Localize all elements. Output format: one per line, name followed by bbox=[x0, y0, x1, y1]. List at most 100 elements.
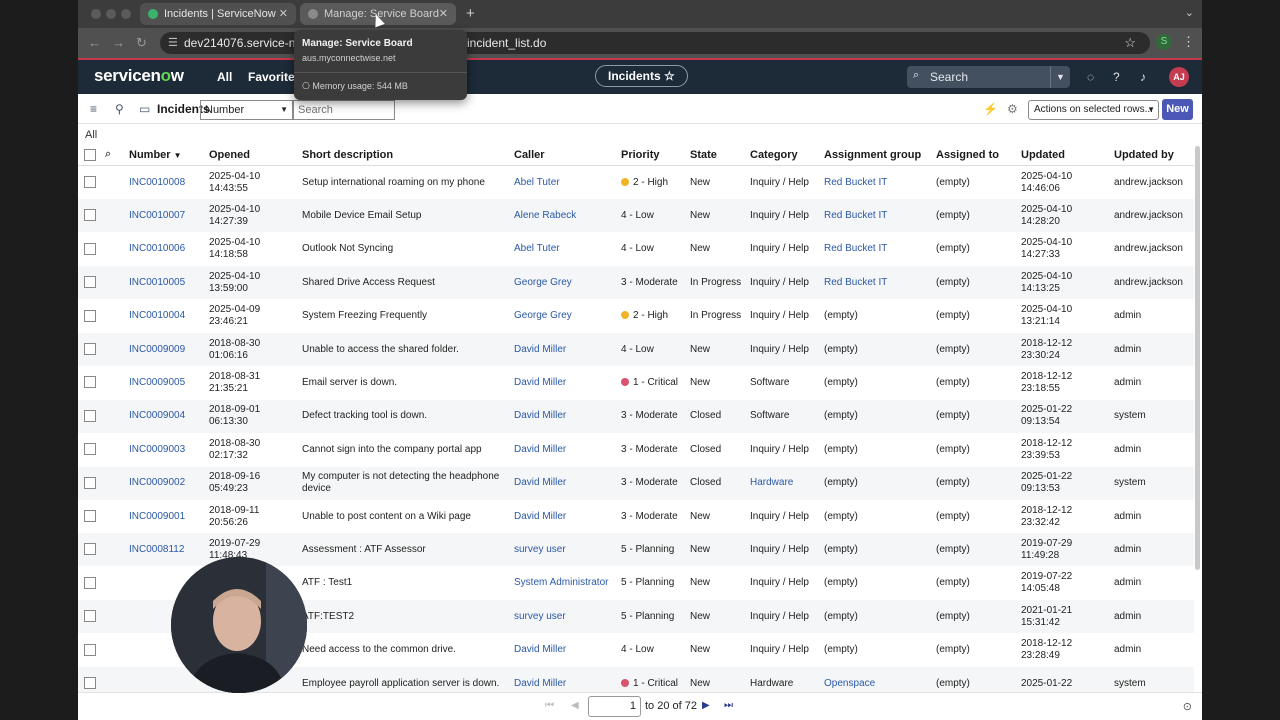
caller-link[interactable]: David Miller bbox=[514, 410, 567, 422]
bookmark-star-icon[interactable]: ☆ bbox=[1124, 35, 1136, 50]
nav-all-menu[interactable]: All bbox=[217, 70, 233, 84]
breadcrumb[interactable]: All bbox=[85, 129, 98, 141]
incident-number-link[interactable]: INC0010004 bbox=[129, 310, 186, 322]
table-row[interactable]: INC0010008 2025-04-10 14:43:55 Setup intern… bbox=[78, 166, 1194, 199]
row-checkbox[interactable] bbox=[84, 576, 96, 589]
table-row[interactable]: INC0010004 2025-04-09 23:46:21 System Freez… bbox=[78, 300, 1194, 333]
select-all-checkbox[interactable] bbox=[84, 149, 96, 161]
maximize-window-dot[interactable] bbox=[121, 9, 131, 19]
close-tab-icon[interactable]: ✕ bbox=[438, 8, 448, 20]
row-checkbox[interactable] bbox=[84, 443, 96, 456]
incident-number-link[interactable]: INC0009005 bbox=[129, 376, 186, 388]
list-help-icon[interactable]: ⊙ bbox=[1182, 701, 1192, 713]
caller-link[interactable]: David Miller bbox=[514, 510, 567, 522]
column-state[interactable]: State bbox=[690, 149, 717, 161]
assignment-group[interactable]: Openspace bbox=[824, 677, 876, 689]
global-search[interactable]: ⌕ Search ▼ bbox=[907, 66, 1070, 88]
assignment-group[interactable]: Red Bucket IT bbox=[824, 209, 888, 221]
table-row[interactable]: INC0008112 2019-07-29 11:48:43 Assessment :… bbox=[78, 533, 1194, 567]
minimize-window-dot[interactable] bbox=[106, 9, 116, 19]
incident-number-link[interactable]: INC0010008 bbox=[129, 176, 186, 188]
table-row[interactable]: INC0009009 2018-08-30 01:06:16 Unable to ac… bbox=[78, 333, 1194, 366]
caller-link[interactable]: survey user bbox=[514, 543, 566, 555]
table-row[interactable]: INC0009005 2018-08-31 21:35:21 Email server… bbox=[78, 366, 1194, 399]
site-settings-icon[interactable]: ☰ bbox=[168, 37, 178, 49]
caller-link[interactable]: George Grey bbox=[514, 310, 572, 322]
caller-link[interactable]: David Miller bbox=[514, 343, 567, 355]
table-row[interactable]: INC0009004 2018-09-01 06:13:30 Defect track… bbox=[78, 399, 1194, 433]
column-search-icon[interactable]: ⌕ bbox=[105, 148, 112, 160]
browser-menu-icon[interactable]: ⋮ bbox=[1182, 34, 1195, 49]
row-checkbox[interactable] bbox=[84, 543, 96, 556]
incident-number-link[interactable]: INC0009001 bbox=[129, 510, 186, 522]
incident-number-link[interactable]: INC0008112 bbox=[129, 543, 185, 555]
caller-link[interactable]: David Miller bbox=[514, 443, 567, 455]
context-title-pill[interactable]: Incidents ☆ bbox=[595, 65, 688, 87]
column-updated-by[interactable]: Updated by bbox=[1114, 149, 1174, 161]
help-icon[interactable]: ? bbox=[1113, 70, 1120, 84]
row-checkbox[interactable] bbox=[84, 276, 96, 289]
page-number-input[interactable]: 1 bbox=[588, 696, 641, 717]
column-opened[interactable]: Opened bbox=[209, 149, 250, 161]
tab-search-chevron-icon[interactable]: ⌄ bbox=[1184, 7, 1194, 19]
hamburger-menu-icon[interactable]: ≡ bbox=[90, 102, 98, 116]
incident-number-link[interactable]: INC0009004 bbox=[129, 410, 186, 422]
row-checkbox[interactable] bbox=[84, 376, 96, 389]
tab-service-board[interactable]: Manage: Service Board ✕ bbox=[300, 3, 456, 25]
column-category[interactable]: Category bbox=[750, 149, 798, 161]
previous-page-icon[interactable]: ◀ bbox=[571, 700, 579, 711]
assignment-group[interactable]: Red Bucket IT bbox=[824, 276, 888, 288]
assignment-group[interactable]: Red Bucket IT bbox=[824, 243, 888, 255]
row-checkbox[interactable] bbox=[84, 643, 96, 656]
assignment-group[interactable]: Red Bucket IT bbox=[824, 176, 888, 188]
table-row[interactable]: INC0009003 2018-08-30 02:17:32 Cannot sign … bbox=[78, 433, 1194, 466]
row-checkbox[interactable] bbox=[84, 176, 96, 188]
caller-link[interactable]: Abel Tuter bbox=[514, 243, 560, 255]
list-options-icon[interactable]: ▭ bbox=[139, 102, 151, 116]
incident-number-link[interactable]: INC0010005 bbox=[129, 276, 186, 288]
column-number[interactable]: Number ▼ bbox=[129, 149, 182, 161]
table-scrollbar[interactable] bbox=[1195, 146, 1200, 570]
category[interactable]: Hardware bbox=[750, 477, 794, 489]
incident-number-link[interactable]: INC0009003 bbox=[129, 443, 186, 455]
column-updated[interactable]: Updated bbox=[1021, 149, 1065, 161]
caller-link[interactable]: George Grey bbox=[514, 276, 572, 288]
row-checkbox[interactable] bbox=[84, 343, 96, 355]
incident-number-link[interactable]: INC0010007 bbox=[129, 209, 186, 221]
table-row[interactable]: INC0010005 2025-04-10 13:59:00 Shared Drive… bbox=[78, 266, 1194, 300]
incident-number-link[interactable]: INC0009009 bbox=[129, 343, 186, 355]
forward-arrow-icon[interactable]: → bbox=[112, 35, 125, 50]
incident-number-link[interactable]: INC0009002 bbox=[129, 477, 186, 489]
column-assignment-group[interactable]: Assignment group bbox=[824, 149, 922, 161]
row-checkbox[interactable] bbox=[84, 510, 96, 522]
caller-link[interactable]: survey user bbox=[514, 610, 566, 622]
new-tab-button[interactable]: + bbox=[466, 5, 475, 22]
nav-favorites-menu[interactable]: Favorites bbox=[248, 70, 302, 84]
incident-number-link[interactable]: INC0010006 bbox=[129, 243, 186, 255]
new-button[interactable]: New bbox=[1162, 99, 1193, 120]
settings-gear-icon[interactable]: ⚙ bbox=[1007, 102, 1018, 116]
table-row[interactable]: INC0009001 2018-09-11 20:56:26 Unable to po… bbox=[78, 500, 1194, 533]
caller-link[interactable]: Abel Tuter bbox=[514, 176, 560, 188]
row-checkbox[interactable] bbox=[84, 242, 96, 255]
caller-link[interactable]: David Miller bbox=[514, 677, 567, 689]
row-checkbox[interactable] bbox=[84, 476, 96, 489]
filter-icon[interactable]: ⚲ bbox=[115, 102, 124, 116]
user-avatar[interactable]: AJ bbox=[1169, 67, 1189, 87]
table-row[interactable]: INC0009002 2018-09-16 05:49:23 My computer … bbox=[78, 466, 1194, 500]
column-assigned-to[interactable]: Assigned to bbox=[936, 149, 999, 161]
column-short-description[interactable]: Short description bbox=[302, 149, 394, 161]
row-checkbox[interactable] bbox=[84, 677, 96, 689]
column-caller[interactable]: Caller bbox=[514, 149, 545, 161]
column-priority[interactable]: Priority bbox=[621, 149, 660, 161]
last-page-icon[interactable]: ⏭ bbox=[724, 700, 733, 711]
table-row[interactable]: INC0010006 2025-04-10 14:18:58 Outlook Not … bbox=[78, 233, 1194, 266]
row-checkbox[interactable] bbox=[84, 610, 96, 623]
reload-icon[interactable]: ↻ bbox=[136, 35, 147, 50]
caller-link[interactable]: David Miller bbox=[514, 376, 567, 388]
browser-profile-avatar[interactable]: S bbox=[1156, 34, 1172, 50]
notifications-bell-icon[interactable]: ♪ bbox=[1140, 70, 1146, 84]
favorite-star-icon[interactable]: ☆ bbox=[664, 69, 675, 83]
servicenow-logo[interactable]: servicenow bbox=[94, 66, 184, 85]
first-page-icon[interactable]: ⏮ bbox=[545, 700, 554, 711]
